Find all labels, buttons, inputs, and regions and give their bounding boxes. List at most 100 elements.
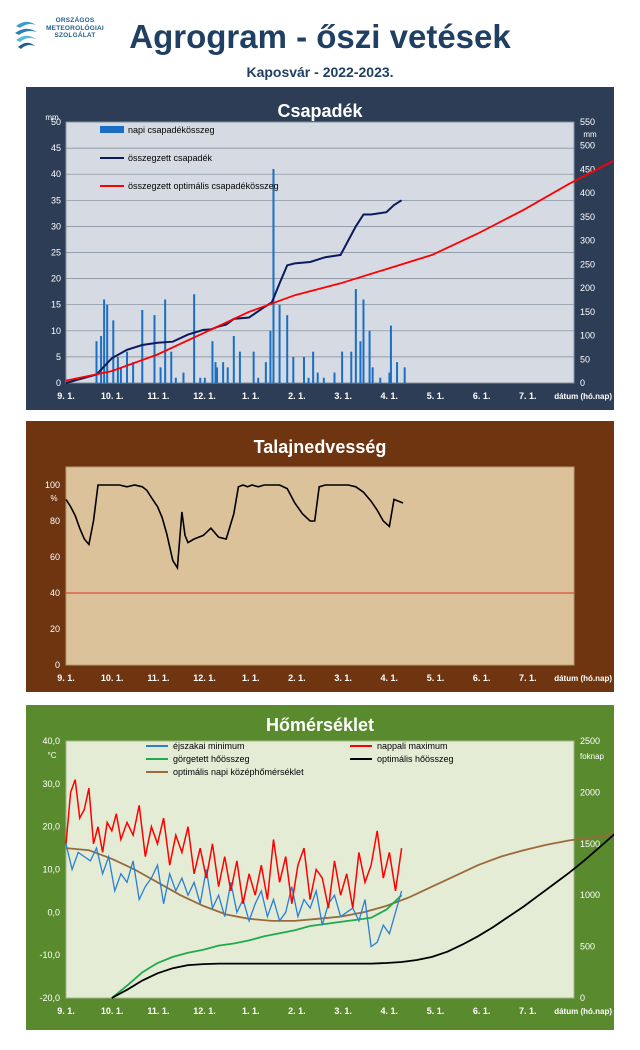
y-tick-label-left: 0: [56, 378, 61, 388]
precipitation-title: Csapadék: [277, 101, 363, 121]
legend-label: optimális hőösszeg: [377, 754, 454, 764]
y-axis-unit-right: mm: [583, 130, 597, 139]
x-tick-label: 6. 1.: [473, 1006, 491, 1016]
x-tick-label: 9. 1.: [57, 673, 75, 683]
y-tick-label-right: 400: [580, 188, 595, 198]
y-axis-unit-left: mm: [45, 113, 59, 122]
precip-bar: [214, 362, 217, 383]
y-tick-label: 20: [50, 624, 60, 634]
y-tick-label-right: 2500: [580, 736, 600, 746]
x-tick-label: 10. 1.: [101, 391, 124, 401]
x-tick-label: 1. 1.: [242, 1006, 260, 1016]
precip-bar: [232, 336, 235, 383]
precip-bar: [257, 377, 260, 383]
precip-bar: [341, 351, 344, 383]
x-tick-label: 12. 1.: [193, 1006, 216, 1016]
y-tick-label-left: 20: [51, 274, 61, 284]
page-subtitle: Kaposvár - 2022-2023.: [246, 64, 394, 80]
x-tick-label: 5. 1.: [427, 391, 445, 401]
precip-bar: [126, 351, 129, 383]
x-tick-label: 2. 1.: [288, 1006, 306, 1016]
precip-bar: [238, 351, 241, 383]
precipitation-chart: 0510152025303540455005010015020025030035…: [45, 113, 614, 401]
precip-bar: [106, 304, 109, 383]
tmax-line: [65, 779, 403, 909]
precip-bar: [396, 362, 399, 383]
y-tick-label-right: 550: [580, 117, 595, 127]
x-tick-label: 6. 1.: [473, 391, 491, 401]
soil-moisture-panel: Talajnedvesség 0 20 40 60 80 100% 9. 1. 10. 1. 1…: [26, 421, 614, 692]
precip-bar: [333, 372, 336, 383]
y-tick-label: 100: [45, 480, 60, 490]
precip-bar: [264, 362, 267, 383]
page-title: Agrogram - őszi vetések: [129, 18, 511, 55]
precip-bar: [307, 377, 310, 383]
y-tick-label-left: 40,0: [42, 736, 60, 746]
logo-text: ORSZÁGOS METEOROLÓGIAI SZOLGÁLAT: [40, 17, 110, 40]
y-tick-label-right: 1500: [580, 839, 600, 849]
y-axis-unit-right: foknap: [580, 752, 605, 761]
precip-bar: [95, 341, 98, 383]
precip-bar: [141, 309, 144, 383]
y-tick-label: 0: [55, 660, 60, 670]
omsz-logo: [15, 21, 37, 49]
precip-bar: [269, 330, 272, 383]
y-tick-label-right: 0: [580, 378, 585, 388]
x-tick-label: 6. 1.: [473, 673, 491, 683]
legend-label: görgetett hőösszeg: [173, 754, 250, 764]
precip-bar: [174, 377, 177, 383]
precip-bar: [112, 320, 115, 383]
precip-bar: [182, 372, 185, 383]
precip-bar: [403, 367, 406, 383]
precip-bar: [316, 372, 319, 383]
y-tick-label-right: 350: [580, 212, 595, 222]
x-tick-label: 3. 1.: [334, 391, 352, 401]
tmin-line: [65, 843, 403, 948]
y-tick-label-left: 30,0: [42, 779, 60, 789]
soil-moisture-title: Talajnedvesség: [253, 437, 387, 457]
y-axis-unit: %: [50, 494, 57, 503]
x-tick-label: 12. 1.: [193, 673, 216, 683]
legend-label: éjszakai minimum: [173, 741, 245, 751]
precip-bar: [199, 377, 202, 383]
y-tick-label: 60: [50, 552, 60, 562]
optimal-mean-temp-line: [65, 833, 614, 922]
x-tick-label: 10. 1.: [101, 1006, 124, 1016]
x-tick-label: 1. 1.: [242, 673, 260, 683]
x-tick-label: 5. 1.: [427, 673, 445, 683]
legend-swatch-daily: [100, 126, 124, 133]
precip-bar: [379, 377, 382, 383]
y-tick-label: 40: [50, 588, 60, 598]
precip-bar: [359, 341, 362, 383]
x-tick-label: 11. 1.: [147, 1006, 169, 1016]
x-axis-label: dátum (hó.nap): [554, 674, 612, 683]
y-tick-label-left: 10: [51, 326, 61, 336]
logo-line-2: METEOROLÓGIAI: [46, 24, 104, 32]
precip-bar: [272, 168, 275, 383]
precip-bar: [216, 367, 219, 383]
x-tick-label: 4. 1.: [381, 1006, 399, 1016]
x-tick-label: 9. 1.: [57, 391, 75, 401]
precip-bar: [286, 315, 289, 383]
precip-bar: [170, 351, 173, 383]
temperature-panel: Hőmérséklet -20,0 -10,0 0,0 10,0 20,0 30,0 40,…: [26, 705, 614, 1030]
precip-bar: [159, 367, 162, 383]
x-tick-label: 2. 1.: [288, 391, 306, 401]
y-tick-label-left: 0,0: [47, 907, 60, 917]
x-tick-label: 7. 1.: [519, 673, 537, 683]
y-tick-label-left: 10,0: [42, 865, 60, 875]
precip-bar: [226, 367, 229, 383]
x-tick-label: 3. 1.: [334, 1006, 352, 1016]
y-tick-label-right: 250: [580, 259, 595, 269]
precip-bar: [362, 299, 365, 383]
y-tick-label-right: 0: [580, 993, 585, 1003]
legend-label: optimális napi középhőmérséklet: [173, 767, 304, 777]
y-tick-label-right: 200: [580, 283, 595, 293]
legend-label-daily: napi csapadékösszeg: [128, 125, 215, 135]
x-tick-label: 9. 1.: [57, 1006, 75, 1016]
y-tick-label-left: 20,0: [42, 822, 60, 832]
y-tick-label-left: 40: [51, 169, 61, 179]
precip-bar: [100, 336, 103, 383]
precip-bar: [252, 351, 255, 383]
precip-bar: [302, 356, 305, 383]
